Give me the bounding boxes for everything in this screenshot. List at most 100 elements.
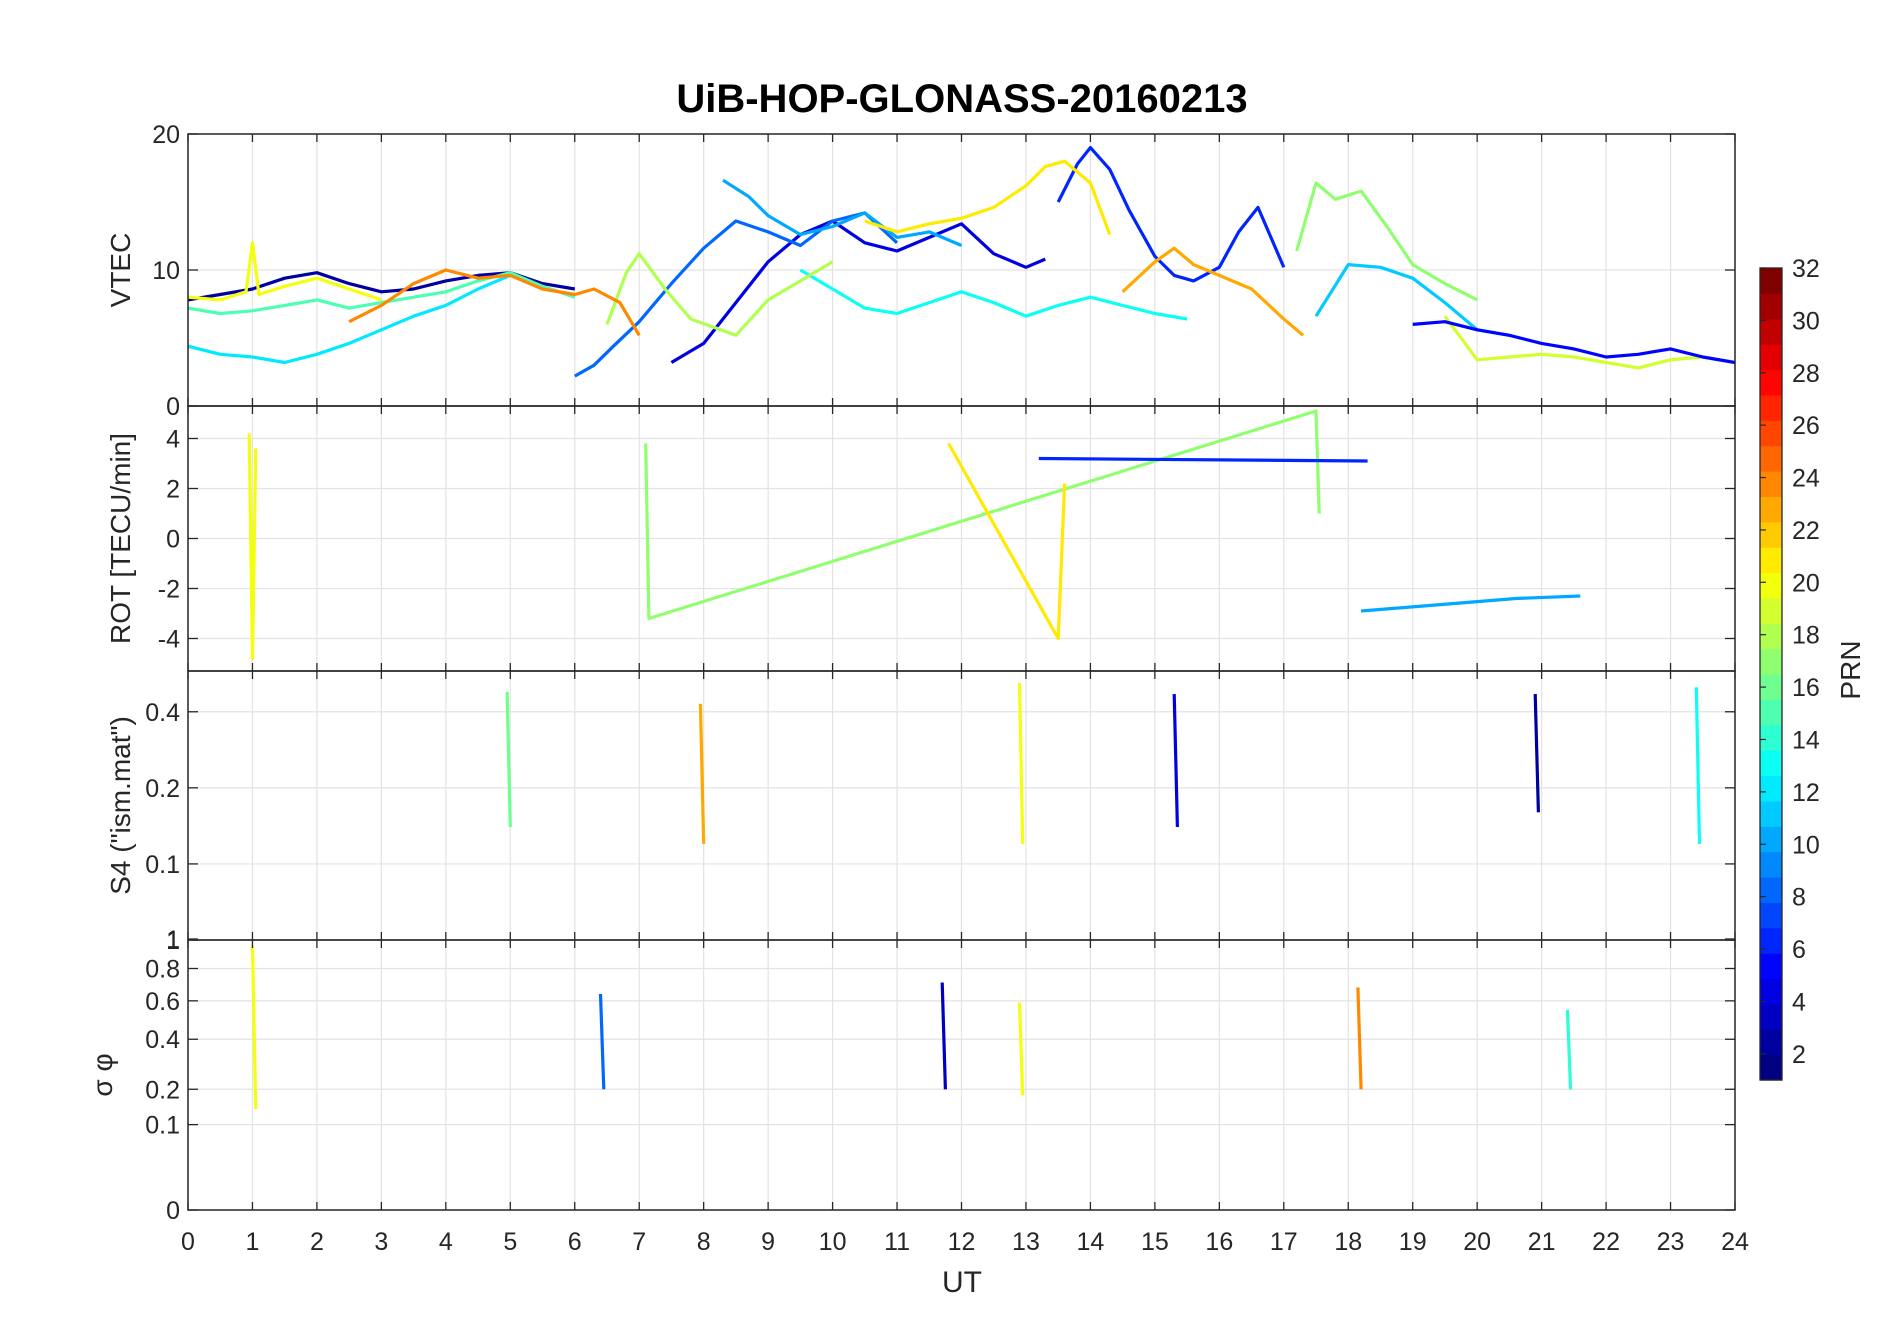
colorbar-segment	[1760, 344, 1782, 371]
colorbar-segment	[1760, 800, 1782, 827]
colorbar-segment	[1760, 851, 1782, 878]
series-line-prn-4	[670, 219, 1046, 364]
series-group	[250, 945, 1573, 1110]
colorbar-tick-label: 12	[1792, 779, 1820, 807]
colorbar-tick-label: 18	[1792, 622, 1820, 650]
x-tick-label: 3	[374, 1228, 388, 1256]
y-tick-label: 0.2	[145, 775, 180, 803]
colorbar-segment	[1760, 877, 1782, 903]
x-tick-label: 6	[568, 1228, 582, 1256]
y-tick-label: 0.4	[145, 1026, 180, 1054]
y-tick-label: 20	[152, 121, 180, 149]
colorbar-tick-label: 22	[1792, 517, 1820, 545]
colorbar-segment	[1760, 318, 1782, 345]
panel-1: 0 10 20 VTEC	[105, 121, 1736, 421]
colorbar-segment	[1760, 902, 1782, 929]
colorbar-segment	[1760, 978, 1782, 1005]
x-tick-label: 21	[1528, 1228, 1556, 1256]
y-tick-label: 0.2	[145, 1076, 180, 1104]
x-tick-label: 14	[1077, 1228, 1105, 1256]
colorbar-segment	[1760, 953, 1782, 980]
series-line-prn-4	[1172, 694, 1179, 828]
y-axis-label: VTEC	[105, 233, 136, 308]
x-tick-label: 4	[439, 1228, 453, 1256]
x-tick-label: 7	[632, 1228, 646, 1256]
y-tick-label: 2	[166, 476, 180, 504]
x-tick-label: 24	[1721, 1228, 1749, 1256]
colorbar-tick-label: 8	[1792, 884, 1806, 912]
y-tick-label: 0.1	[145, 1112, 180, 1140]
series-line-prn-16	[505, 691, 512, 828]
chart-title: UiB-HOP-GLONASS-20160213	[676, 77, 1247, 121]
x-tick-label: 11	[884, 1228, 910, 1256]
colorbar-segment	[1760, 597, 1782, 624]
y-axis-label: ROT [TECU/min]	[105, 433, 136, 644]
colorbar-label: PRN	[1835, 640, 1866, 699]
colorbar-segment	[1760, 623, 1782, 650]
series-line-prn-15	[188, 271, 576, 316]
x-tick-label: 8	[697, 1228, 711, 1256]
series-line-prn-12	[188, 273, 511, 365]
colorbar-tick-label: 28	[1792, 360, 1820, 388]
series-line-prn-21	[864, 159, 1112, 236]
series-line-prn-2	[1533, 694, 1540, 813]
series-line-prn-13	[799, 268, 1188, 321]
series-line-prn-5	[1412, 320, 1735, 365]
colorbar-tick-label: 26	[1792, 412, 1820, 440]
x-axis-label: UT	[942, 1266, 982, 1299]
series-line-prn-6	[1056, 146, 1286, 283]
y-tick-label: 0.6	[145, 988, 180, 1016]
series-line-prn-3	[940, 982, 947, 1090]
x-tick-label: 17	[1270, 1228, 1298, 1256]
y-tick-label: 10	[152, 257, 180, 285]
y-tick-label: -4	[158, 626, 180, 654]
colorbar-segment	[1760, 521, 1782, 548]
series-line-prn-20	[1017, 1002, 1025, 1096]
y-axis-label: σ φ	[87, 1053, 118, 1096]
colorbar-tick-label: 24	[1792, 465, 1820, 493]
x-tick-label: 22	[1592, 1228, 1620, 1256]
panel-4: 0 1 2 3 4 5 6 7 8 9 10 11 12 13 14 15 16 17 18 19 20 21 22 23 24…	[87, 927, 1749, 1256]
series-group	[247, 409, 1581, 661]
colorbar-segment	[1760, 572, 1782, 599]
colorbar-tick-label: 14	[1792, 726, 1820, 754]
x-tick-label: 23	[1657, 1228, 1685, 1256]
y-tick-label: 1	[166, 927, 180, 955]
x-tick-label: 10	[819, 1228, 847, 1256]
colorbar-segment	[1760, 699, 1782, 726]
y-tick-label: 0	[166, 1197, 180, 1225]
series-group	[505, 682, 1702, 844]
series-line-prn-24	[1356, 987, 1363, 1090]
y-tick-label: 0	[166, 526, 180, 554]
y-tick-label: 0.4	[145, 699, 180, 727]
panel-3: 0.1 0.2 0.4 1 S4 ("ism.mat")	[105, 670, 1736, 954]
colorbar-segment	[1760, 826, 1782, 853]
y-axis-label: S4 ("ism.mat")	[105, 716, 136, 895]
series-line-prn-8	[598, 993, 606, 1090]
colorbar-segment	[1760, 394, 1782, 421]
y-tick-label: 4	[166, 426, 180, 454]
series-line-prn-20	[1017, 682, 1025, 844]
colorbar-tick-label: 30	[1792, 307, 1820, 335]
series-group	[188, 146, 1735, 378]
colorbar-segment	[1760, 547, 1782, 574]
x-tick-label: 2	[310, 1228, 324, 1256]
series-line-prn-14	[1565, 1009, 1573, 1090]
colorbar-segment	[1760, 369, 1782, 396]
y-tick-label: -2	[158, 576, 180, 604]
y-tick-label: 0.1	[145, 851, 180, 879]
x-tick-label: 15	[1141, 1228, 1169, 1256]
series-line-prn-21	[947, 442, 1067, 641]
colorbar-segment	[1760, 927, 1782, 954]
series-line-prn-24	[348, 268, 641, 337]
colorbar-segment	[1760, 268, 1782, 294]
x-tick-label: 19	[1399, 1228, 1427, 1256]
x-tick-label: 12	[948, 1228, 976, 1256]
series-line-prn-19	[1443, 315, 1735, 370]
series-line-prn-18	[605, 252, 834, 337]
colorbar-segment	[1760, 1003, 1782, 1030]
colorbar-segment	[1760, 496, 1782, 523]
x-tick-label: 18	[1334, 1228, 1362, 1256]
